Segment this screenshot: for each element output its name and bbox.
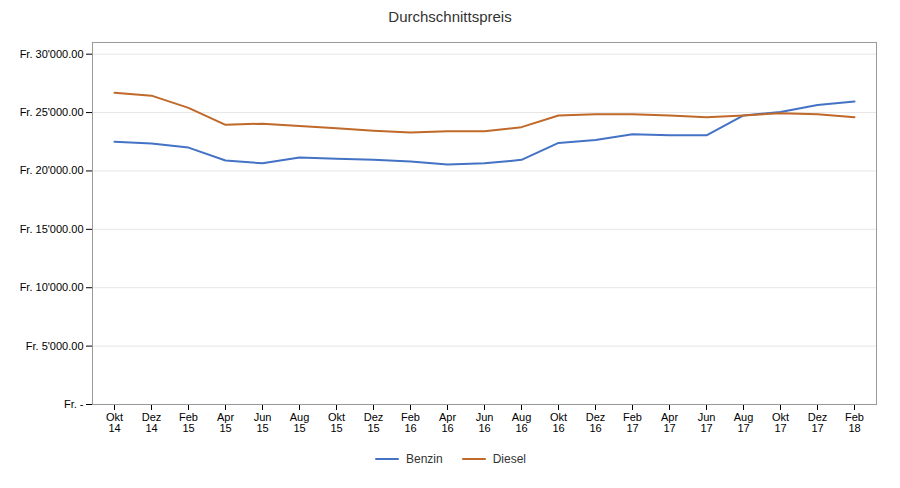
svg-text:Fr. 10'000.00: Fr. 10'000.00 [20, 281, 84, 293]
svg-text:Dez16: Dez16 [586, 411, 606, 434]
svg-text:Fr. -: Fr. - [64, 398, 84, 410]
svg-text:Fr. 15'000.00: Fr. 15'000.00 [20, 223, 84, 235]
svg-text:Okt15: Okt15 [328, 411, 345, 434]
svg-text:Apr17: Apr17 [661, 411, 678, 434]
html-text:Durchschnittspreis: Durchschnittspreis [388, 8, 512, 25]
svg-text:Jun15: Jun15 [254, 411, 272, 434]
svg-text:Fr. 5'000.00: Fr. 5'000.00 [26, 340, 84, 352]
svg-text:Dez17: Dez17 [808, 411, 828, 434]
svg-text:Jun17: Jun17 [698, 411, 716, 434]
html-text:Benzin: Benzin [406, 452, 443, 466]
svg-text:Feb18: Feb18 [845, 411, 864, 434]
svg-text:Dez14: Dez14 [142, 411, 162, 434]
html-text:Diesel: Diesel [492, 452, 526, 466]
svg-text:Apr16: Apr16 [439, 411, 456, 434]
svg-text:Apr15: Apr15 [217, 411, 234, 434]
svg-text:Dez15: Dez15 [364, 411, 384, 434]
svg-text:Aug16: Aug16 [512, 411, 532, 434]
svg-text:Feb17: Feb17 [623, 411, 642, 434]
svg-text:Okt16: Okt16 [550, 411, 567, 434]
svg-text:Okt14: Okt14 [106, 411, 123, 434]
svg-text:Feb16: Feb16 [401, 411, 420, 434]
svg-text:Okt17: Okt17 [772, 411, 789, 434]
svg-text:Feb15: Feb15 [179, 411, 198, 434]
svg-text:Fr. 30'000.00: Fr. 30'000.00 [20, 48, 84, 60]
svg-text:Fr. 20'000.00: Fr. 20'000.00 [20, 164, 84, 176]
svg-text:Jun16: Jun16 [476, 411, 494, 434]
svg-text:Aug15: Aug15 [290, 411, 310, 434]
svg-text:Fr. 25'000.00: Fr. 25'000.00 [20, 106, 84, 118]
svg-text:Aug17: Aug17 [734, 411, 754, 434]
